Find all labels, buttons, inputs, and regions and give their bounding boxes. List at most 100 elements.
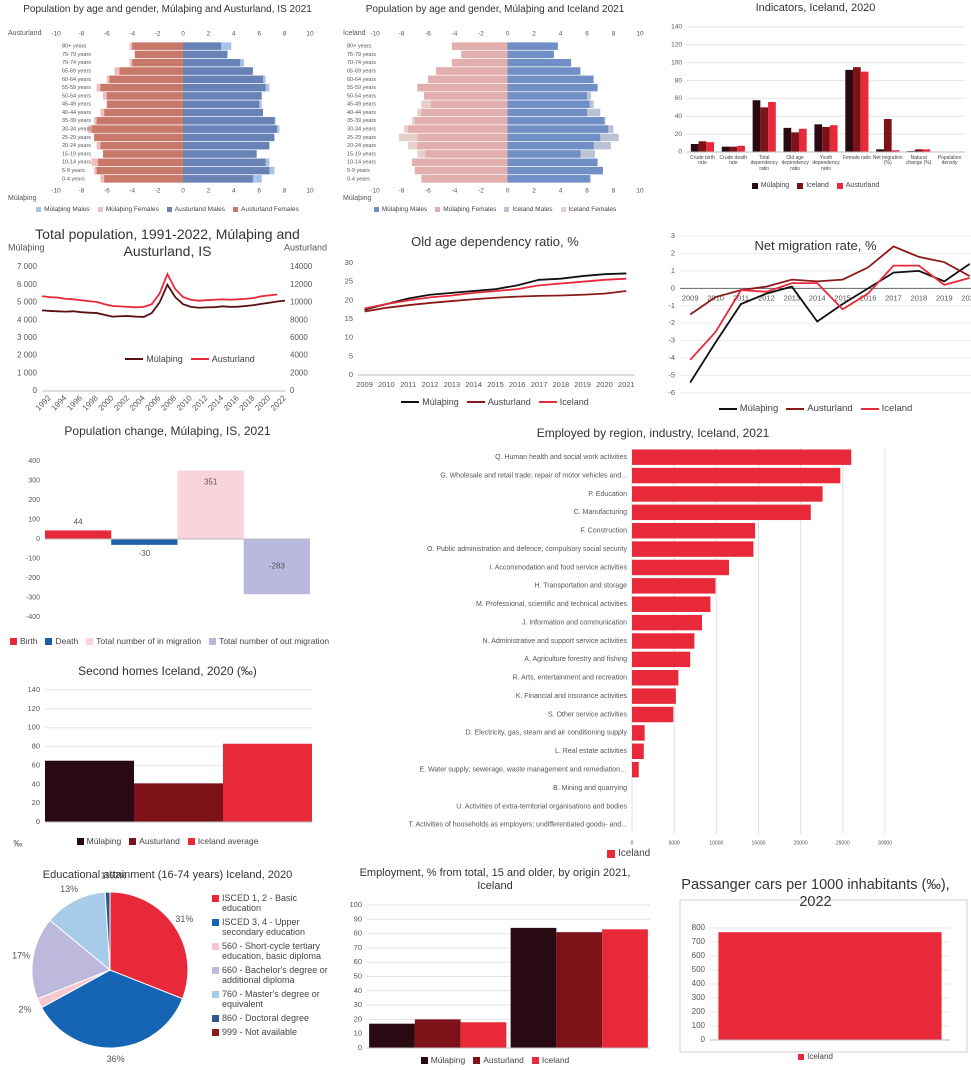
bar — [97, 158, 183, 167]
bar — [632, 633, 695, 649]
x-tick-label: -8 — [399, 188, 405, 195]
bar — [602, 929, 648, 1048]
legend-swatch — [190, 358, 209, 360]
data-label: 44 — [74, 518, 83, 527]
y-tick-label: L. Real estate activities — [555, 748, 627, 755]
x-tick-label: 2016 — [222, 393, 241, 412]
legend-item: Total number of in migration — [86, 636, 201, 646]
bar — [507, 58, 572, 67]
y-tick-label: 0-4 years — [347, 176, 370, 182]
y-tick-label: 0 — [36, 536, 40, 543]
bar — [183, 108, 264, 117]
bar — [461, 50, 508, 59]
y-tick-label: 300 — [692, 993, 706, 1002]
chart: 0 5 10 15 20 25 30 2009 2010 2011 2012 2013 2014 2015… — [345, 258, 635, 389]
chart: -400 -300 -200 -100 0 100 200 300 400 44 -30 351 -28… — [26, 458, 310, 621]
y-tick-label: J. Information and communication — [522, 619, 627, 626]
legend-item: Múlaþing — [751, 182, 789, 189]
y-tick-label: 5 — [349, 351, 353, 360]
bar — [369, 1023, 415, 1048]
y-tick-label: 100 — [692, 1021, 706, 1030]
x-tick-label: -10 — [51, 31, 61, 38]
pie-slice — [109, 891, 189, 1000]
bar — [94, 133, 183, 142]
y-tick-label: -2 — [668, 318, 675, 327]
x-tick-label: 2014 — [206, 393, 225, 412]
x-tick-label: Population density — [937, 155, 962, 167]
bar — [632, 614, 702, 631]
legend-item: Iceland — [607, 848, 650, 859]
bar — [134, 50, 183, 59]
legend-item: Múlaþing — [76, 836, 122, 846]
legend-swatch — [560, 207, 566, 212]
bar — [507, 50, 554, 59]
legend-swatch — [166, 207, 172, 212]
x-tick-label: -6 — [425, 188, 431, 195]
bar — [706, 142, 715, 152]
x-tick-label: 2017 — [885, 293, 902, 302]
legend-swatch — [86, 637, 94, 645]
chart: -10 -10 -8 -8 -6 -6 -4 -4 -2 -2 0 0 2 2 4 4 6 6 8 8 10 10 0-4 … — [8, 30, 314, 202]
bar — [183, 75, 264, 84]
bar — [451, 42, 508, 50]
x-tick-label: -2 — [155, 31, 161, 38]
legend-swatch — [209, 637, 217, 645]
legend-item: Múlaþing — [401, 397, 459, 407]
bar — [718, 932, 942, 1040]
legend-item: Birth — [10, 636, 37, 646]
bar — [100, 141, 183, 150]
legend-item: 660 - Bachelor's degree or additional di… — [212, 965, 330, 985]
legend-item: Iceland — [798, 1052, 833, 1061]
x-tick-label: 6 — [257, 31, 261, 38]
chart: 0 1 000 2 000 3 000 4 000 5 000 6 000 7 000 0 200… — [8, 242, 327, 412]
legend: Múlaþing Austurland — [80, 354, 300, 364]
bar — [243, 539, 310, 595]
bar — [632, 761, 639, 778]
y-tick-label: T. Activities of households as employers… — [408, 822, 627, 829]
legend-label: Múlaþing — [422, 397, 459, 407]
bar — [408, 125, 508, 133]
x-tick-label: Crude birth rate — [690, 155, 715, 167]
chart-panel: 0 5 10 15 20 25 30 2009 2010 2011 2012 2013 2014 2015… — [335, 222, 655, 422]
legend-label: Iceland — [881, 403, 913, 414]
y-tick-label: 20 — [32, 798, 40, 807]
y-tick-label: -5 — [668, 371, 675, 380]
x-tick-label: 2014 — [465, 380, 482, 389]
bar — [721, 146, 730, 152]
x-tick-label: 2018 — [911, 293, 928, 302]
y-tick-label: -4 — [668, 353, 675, 362]
y-tick-label: 60-64 years — [62, 77, 91, 83]
legend-label: Múlaþing — [86, 836, 122, 846]
bar — [845, 69, 854, 152]
bar — [183, 50, 228, 59]
bar — [428, 75, 508, 84]
y2-tick-label: 10000 — [290, 298, 313, 307]
bar — [876, 149, 884, 152]
x-tick-label: 0 — [181, 31, 185, 38]
legend-swatch — [129, 837, 137, 845]
legend-swatch — [212, 1029, 219, 1036]
y-tick-label: 20 — [675, 131, 683, 138]
x-tick-label: 5000 — [669, 840, 680, 846]
y2-tick-label: 14000 — [290, 262, 313, 271]
legend-label: Iceland Males — [512, 206, 553, 213]
data-label: 2% — [18, 1004, 31, 1014]
legend-label: Iceland — [806, 182, 829, 189]
data-label: 31% — [175, 914, 193, 924]
pie-slice — [49, 891, 111, 972]
legend-item: Múlaþing — [125, 354, 183, 364]
legend-swatch — [435, 207, 441, 212]
line — [364, 277, 627, 310]
legend-item: Iceland — [797, 182, 829, 189]
legend-label: Austurland — [845, 182, 880, 189]
bar — [556, 932, 603, 1048]
x-tick-label: 2016 — [509, 380, 526, 389]
bar — [430, 100, 508, 108]
chart-panel: 0 1 000 2 000 3 000 4 000 5 000 6 000 7 000 0 200… — [0, 222, 335, 422]
x-tick-label: 2019 — [936, 293, 953, 302]
legend-item: Austurland Males — [166, 206, 225, 213]
y2-tick-label: 8000 — [290, 315, 308, 324]
x-tick-label: 30000 — [878, 840, 892, 846]
x-tick-label: 2013 — [443, 380, 460, 389]
legend-swatch — [36, 207, 42, 212]
